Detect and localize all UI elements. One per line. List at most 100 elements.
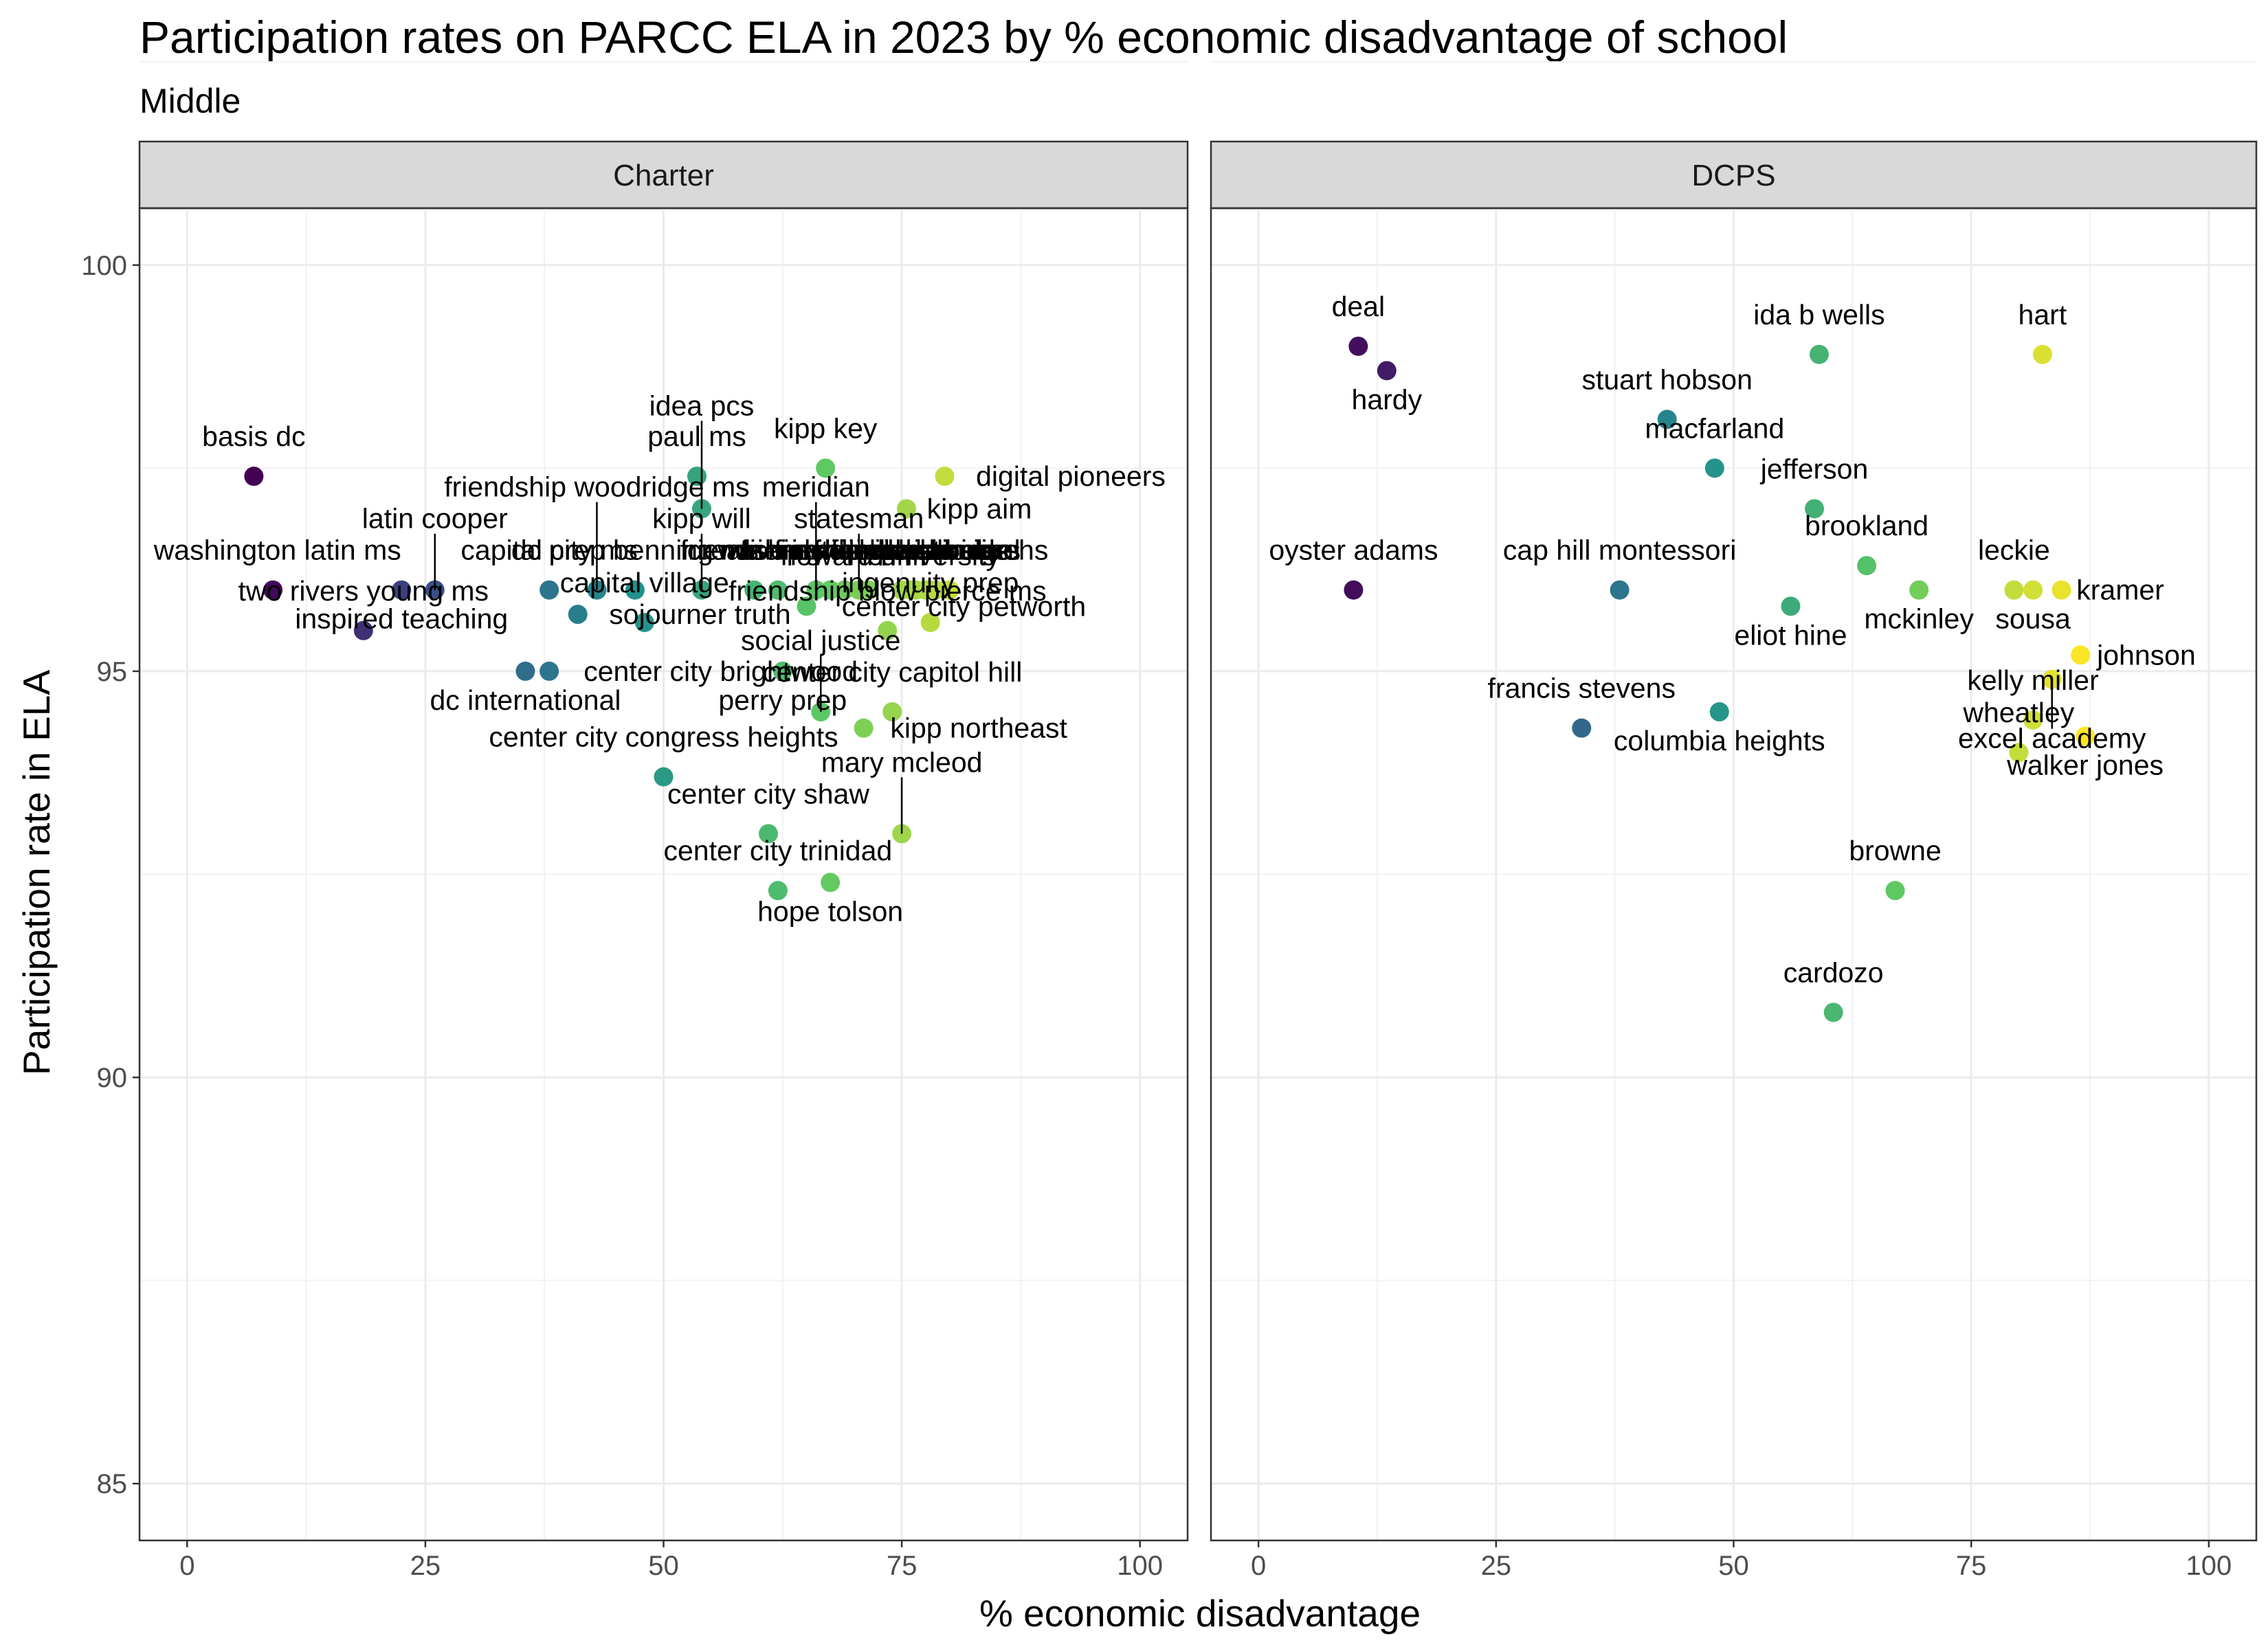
facet-strip-label: DCPS (1691, 159, 1775, 192)
point-label: kelly miller (1967, 664, 2098, 696)
y-tick-label: 100 (81, 251, 127, 281)
gridlines (1211, 61, 2256, 1540)
data-point (1572, 718, 1592, 738)
point-label: creative minds (687, 535, 869, 566)
data-point (1709, 702, 1729, 722)
data-point (940, 580, 959, 600)
data-point (768, 580, 788, 600)
point-label: howard university (781, 540, 1001, 572)
y-tick-label: 95 (97, 657, 128, 687)
data-point (1610, 580, 1630, 600)
x-tick-label: 0 (1251, 1551, 1266, 1581)
point-label: center city capitol hill (762, 656, 1022, 688)
point-label: brookland (1805, 510, 1928, 541)
point-label: friendship online (814, 535, 1019, 566)
point-label: jefferson (1760, 453, 1869, 484)
data-point (1348, 336, 1368, 356)
x-tick-label: 100 (1117, 1551, 1163, 1581)
data-point (759, 824, 778, 844)
data-point (1704, 458, 1724, 478)
point-label: excel academy (1958, 723, 2146, 754)
data-point (935, 467, 955, 486)
point-label: johnson (2096, 639, 2196, 671)
point-label: ingenuity prep (842, 567, 1019, 598)
data-point (2023, 580, 2043, 600)
point-label: center city congress heights (489, 721, 838, 753)
point-label: walker jones (2006, 750, 2164, 781)
point-label: center city trinidad (664, 835, 893, 866)
point-label: cardozo (1783, 956, 1884, 988)
point-label: center city petworth (842, 590, 1087, 622)
data-point (568, 605, 588, 625)
data-point (634, 612, 654, 632)
point-label: center city shaw (667, 778, 869, 809)
x-tick-label: 75 (1956, 1551, 1987, 1581)
point-label: stuart hobson (1581, 363, 1752, 395)
point-label: friendship armstrong (740, 535, 997, 566)
y-tick-label: 85 (97, 1469, 128, 1499)
data-point (2023, 710, 2043, 730)
data-point (2076, 726, 2095, 746)
x-tick-label: 0 (179, 1551, 194, 1581)
data-point (901, 580, 921, 600)
data-point (772, 661, 792, 681)
data-point (897, 499, 917, 519)
point-label: perry prep (718, 684, 847, 716)
data-point (1857, 556, 1877, 576)
point-label: columbia heights (1614, 725, 1825, 756)
data-point (353, 620, 373, 640)
point-label: hardy (1352, 383, 1423, 415)
point-label: meridian (762, 471, 870, 503)
facet-strip (138, 140, 1189, 210)
point-label: social justice (741, 625, 900, 656)
point-label: francis stevens (1488, 673, 1676, 704)
x-axis-title: % economic disadvantage (979, 1592, 1421, 1635)
facet-strip (1210, 140, 2258, 210)
point-label: kipp honor (869, 535, 1001, 566)
point-label: mary mcleod (821, 746, 983, 778)
data-point (1809, 344, 1829, 364)
data-point (392, 580, 412, 600)
data-point (2052, 580, 2071, 600)
x-tick-label: 100 (2186, 1551, 2232, 1581)
point-label: friendship blow pierce ms (729, 575, 1047, 607)
data-point (540, 580, 559, 600)
point-label: dc international (430, 684, 621, 716)
data-point (625, 580, 645, 600)
data-point (1781, 596, 1801, 616)
point-label: macfarland (1645, 412, 1784, 444)
point-label: kipp northeast (890, 713, 1067, 744)
x-tick-label: 75 (887, 1551, 918, 1581)
point-label: kipp aim (927, 493, 1032, 524)
point-label: capital city ms (460, 535, 637, 566)
data-point (1344, 580, 1364, 600)
point-label: washington latin ms (153, 535, 401, 566)
chart-subtitle: Middle (140, 82, 241, 120)
point-label: sojourner truth (609, 598, 790, 630)
x-tick-label: 50 (1718, 1551, 1749, 1581)
x-tick-label: 25 (410, 1551, 441, 1581)
point-label: capital village (560, 567, 729, 598)
point-label: friendship parkside hs (775, 535, 1049, 566)
point-label: kramer (2076, 574, 2164, 606)
point-label: oyster adams (1269, 535, 1438, 566)
data-point (821, 873, 841, 893)
facet-strip-label: Charter (613, 159, 714, 192)
point-label: digital pioneers (976, 460, 1166, 492)
point-label: kipp key (774, 412, 878, 444)
point-label: hope tolson (757, 895, 903, 927)
point-label: washington global (717, 535, 943, 566)
panels: Charter 0 25 50 75 100 85 90 95 100 basis dc washin… (81, 61, 2258, 1581)
gridlines (140, 61, 1188, 1540)
data-point (540, 661, 559, 681)
point-label: sousa (1995, 603, 2071, 635)
point-label: friendship woodridge ms (444, 471, 749, 503)
panel-charter: Charter 0 25 50 75 100 85 90 95 100 basis dc washin… (81, 61, 1189, 1581)
point-label: dc prep benning ms (511, 535, 759, 566)
point-label: paul ms (647, 420, 746, 452)
point-label: idea pcs (649, 390, 755, 421)
point-label: statesman (794, 503, 924, 535)
point-label: eliot hine (1734, 619, 1847, 651)
point-label: inspired teaching (295, 603, 508, 635)
data-point (821, 580, 841, 600)
